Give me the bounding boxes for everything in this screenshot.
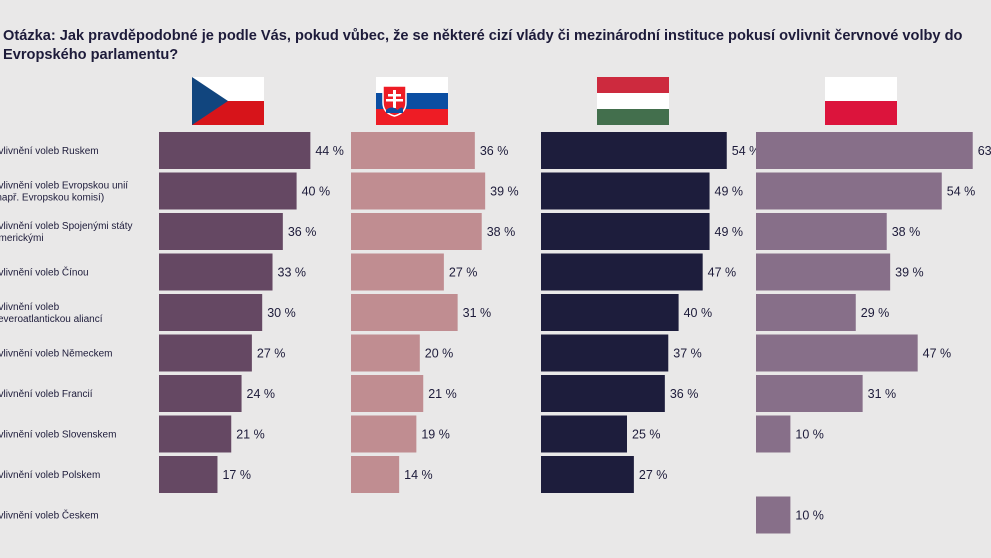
value-label: 36 % (288, 225, 317, 239)
bar (756, 496, 791, 534)
polish-flag-icon (825, 77, 897, 125)
bar (351, 132, 475, 169)
value-label: 30 % (267, 306, 296, 320)
bar (159, 334, 252, 372)
value-label: 21 % (428, 387, 457, 401)
bar (756, 294, 856, 331)
value-label: 49 % (715, 185, 744, 199)
value-label: 47 % (923, 347, 952, 361)
bar (351, 334, 420, 372)
value-label: 36 % (670, 387, 699, 401)
bar (756, 415, 791, 453)
category-label: ovlivnění voleb Evropskou unií (např. Evr… (0, 181, 128, 204)
value-label: 38 % (892, 225, 921, 239)
bar (159, 172, 297, 210)
bar (541, 172, 710, 210)
bar (541, 213, 710, 250)
bar (159, 132, 311, 169)
bar (351, 375, 424, 412)
bar (756, 213, 887, 250)
bar (541, 375, 665, 412)
bar (159, 213, 283, 250)
category-label: ovlivnění voleb Čínou (0, 266, 89, 279)
value-label: 25 % (632, 428, 661, 442)
bar (756, 132, 973, 169)
value-label: 24 % (247, 387, 276, 401)
bar (159, 294, 263, 331)
value-label: 27 % (449, 266, 478, 280)
bar (159, 375, 242, 412)
category-label: ovlivnění voleb Ruskem (0, 146, 99, 157)
category-label: ovlivnění voleb Českem (0, 509, 99, 522)
category-label: ovlivnění voleb Slovenskem (0, 430, 116, 441)
value-label: 39 % (490, 185, 519, 199)
bar (541, 253, 703, 291)
value-label: 49 % (715, 225, 744, 239)
bar (351, 172, 486, 210)
value-label: 14 % (404, 468, 433, 482)
czech-flag-icon (192, 77, 264, 125)
value-label: 10 % (795, 509, 824, 523)
bar (756, 253, 891, 291)
value-label: 36 % (480, 144, 509, 158)
question-title: Otázka: Jak pravděpodobné je podle Vás, … (3, 28, 963, 63)
value-label: 54 % (732, 144, 761, 158)
value-label: 37 % (673, 347, 702, 361)
category-label: ovlivnění voleb Spojenými státyamerickým… (0, 221, 133, 244)
bar (159, 253, 273, 291)
bar (756, 334, 918, 372)
category-label: ovlivnění voleb Polskem (0, 470, 100, 481)
value-label: 31 % (868, 387, 897, 401)
bar (159, 456, 218, 493)
value-label: 27 % (257, 347, 286, 361)
bar (159, 415, 232, 453)
value-label: 20 % (425, 347, 454, 361)
bar (351, 456, 400, 493)
value-label: 17 % (222, 468, 251, 482)
value-label: 38 % (487, 225, 515, 239)
bar (351, 294, 458, 331)
value-label: 19 % (421, 428, 450, 442)
bar (351, 213, 482, 250)
value-label: 29 % (861, 306, 890, 320)
bar (541, 415, 627, 453)
category-label: ovlivnění voleb Německem (0, 349, 113, 360)
value-label: 21 % (236, 428, 264, 442)
value-label: 40 % (302, 185, 331, 199)
value-label: 54 % (947, 185, 976, 199)
category-label: ovlivnění voleb Francií (0, 389, 93, 400)
bar (541, 334, 669, 372)
value-label: 33 % (278, 266, 307, 280)
bar (351, 415, 417, 453)
bar (541, 132, 727, 169)
bar (351, 253, 444, 291)
bar (756, 172, 942, 210)
value-label: 47 % (708, 266, 737, 280)
bar (541, 456, 634, 493)
value-label: 40 % (684, 306, 713, 320)
hungarian-flag-icon (597, 77, 669, 125)
value-label: 31 % (463, 306, 492, 320)
value-label: 27 % (639, 468, 668, 482)
bar (756, 375, 863, 412)
bar (541, 294, 679, 331)
value-label: 39 % (895, 266, 924, 280)
slovak-flag-icon (376, 77, 448, 125)
value-label: 10 % (795, 428, 824, 442)
value-label: 63 % (978, 144, 991, 158)
value-label: 44 % (315, 144, 344, 158)
